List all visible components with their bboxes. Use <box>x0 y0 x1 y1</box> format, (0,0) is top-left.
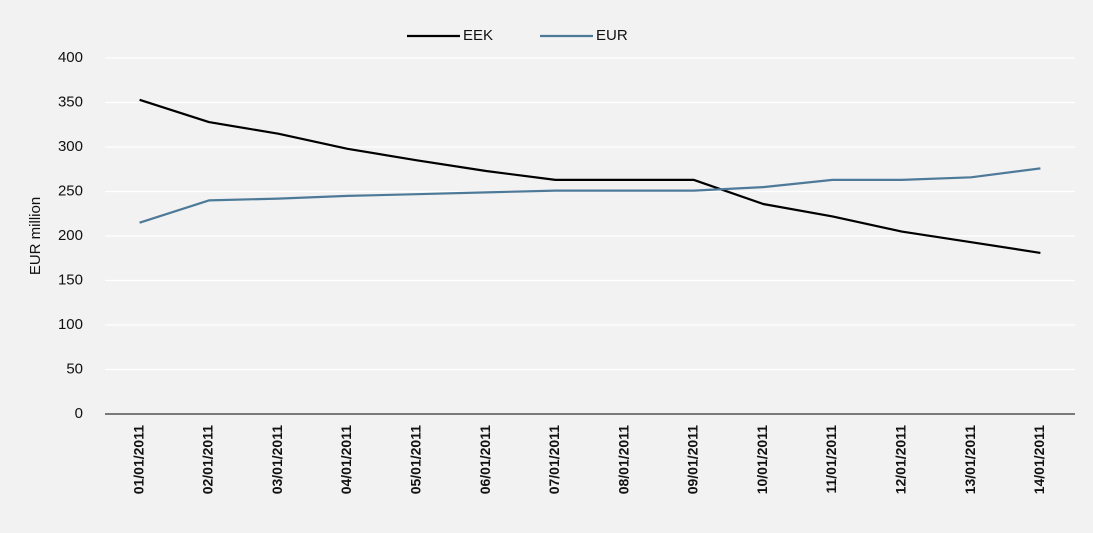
x-tick-label: 10/01/2011 <box>754 425 770 495</box>
legend-label: EEK <box>463 27 493 44</box>
x-tick-label: 01/01/2011 <box>130 425 146 495</box>
x-tick-label: 14/01/2011 <box>1031 425 1047 495</box>
y-tick-label: 100 <box>58 316 83 333</box>
y-tick-label: 300 <box>58 138 83 155</box>
y-axis-label: EUR million <box>27 197 44 275</box>
x-tick-label: 07/01/2011 <box>546 425 562 495</box>
x-tick-label: 12/01/2011 <box>892 425 908 495</box>
legend-label: EUR <box>596 27 628 44</box>
y-tick-label: 150 <box>58 271 83 288</box>
y-tick-label: 250 <box>58 182 83 199</box>
x-tick-label: 04/01/2011 <box>338 425 354 495</box>
series-line <box>139 167 1041 224</box>
x-tick-label: 11/01/2011 <box>823 425 839 494</box>
x-tick-label: 03/01/2011 <box>269 425 285 495</box>
series-line <box>139 98 1041 254</box>
x-tick-label: 02/01/2011 <box>200 425 216 495</box>
x-tick-label: 05/01/2011 <box>407 425 423 495</box>
y-tick-label: 350 <box>58 93 83 110</box>
x-tick-label: 09/01/2011 <box>685 425 701 495</box>
x-tick-label: 08/01/2011 <box>615 425 631 495</box>
y-tick-label: 200 <box>58 227 83 244</box>
x-tick-label: 06/01/2011 <box>477 425 493 495</box>
y-tick-label: 0 <box>75 405 83 422</box>
x-tick-label: 13/01/2011 <box>962 425 978 495</box>
y-tick-label: 400 <box>58 49 83 66</box>
y-tick-label: 50 <box>66 360 83 377</box>
